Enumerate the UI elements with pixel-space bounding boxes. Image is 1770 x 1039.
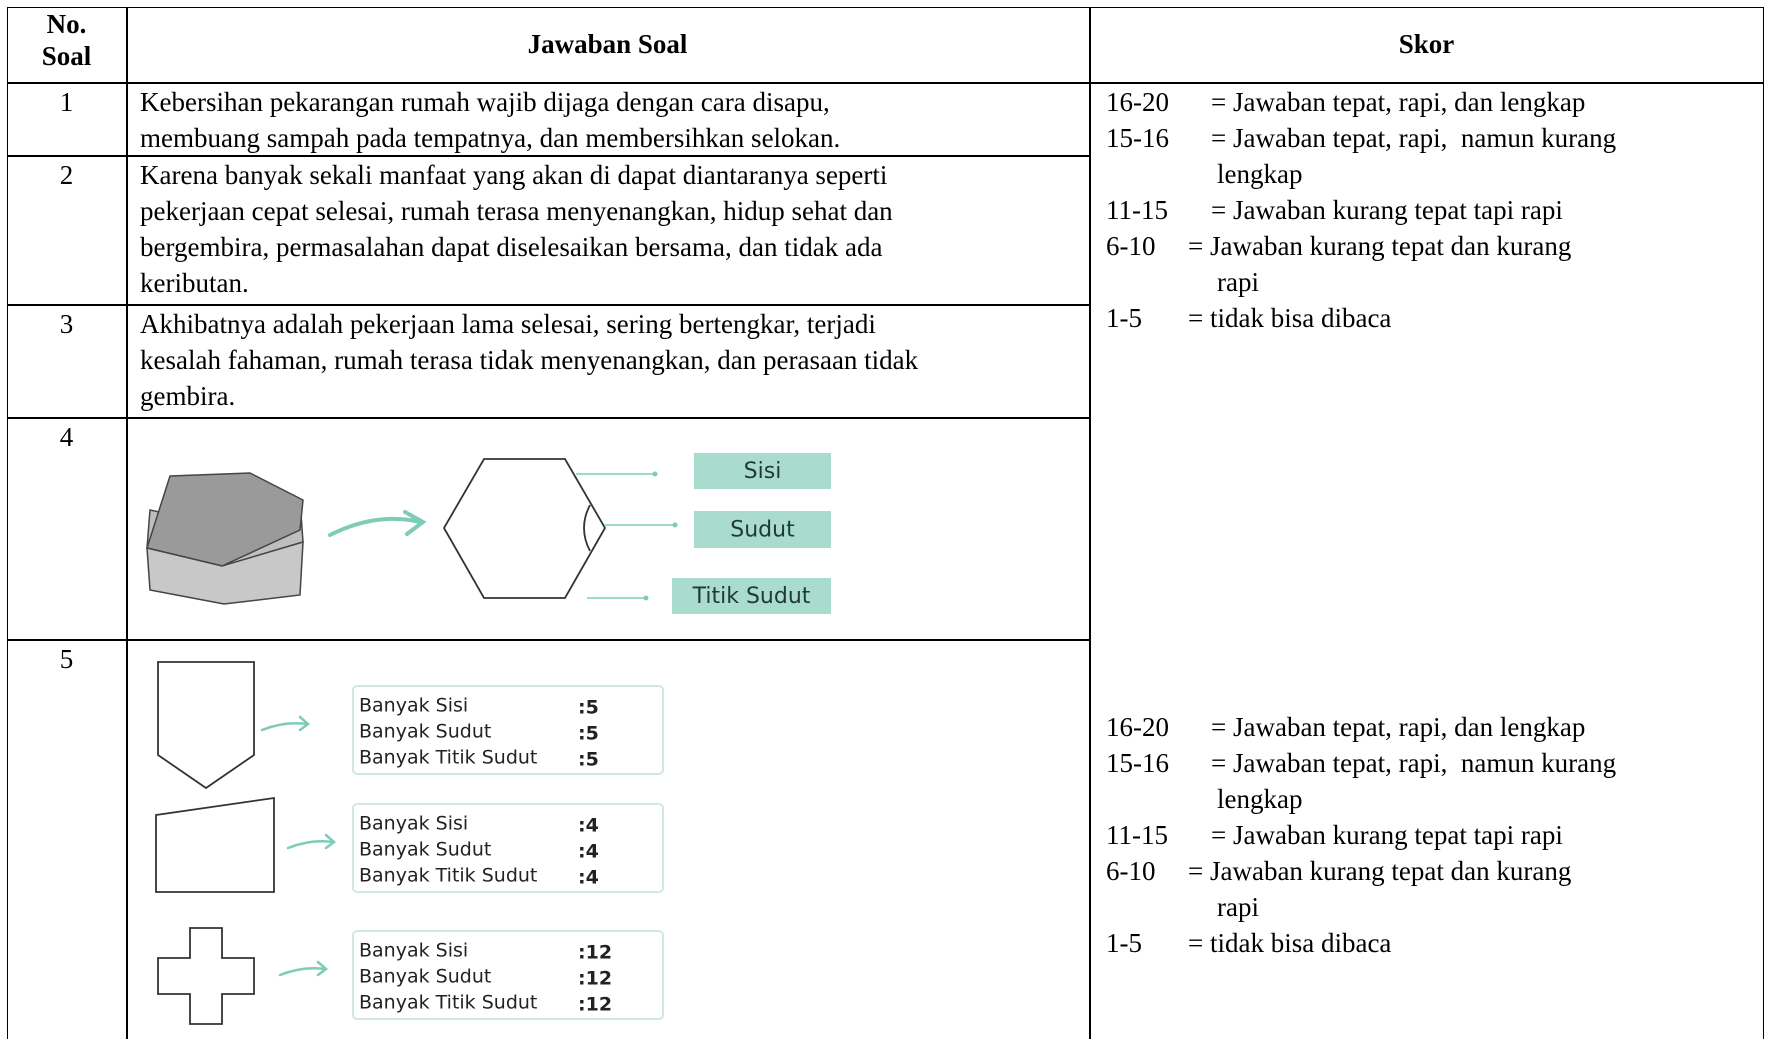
- quadrilateral: [155, 796, 275, 893]
- info-label: Banyak Sisi: [359, 695, 468, 717]
- answer-line: Kebersihan pekarangan rumah wajib dijaga…: [140, 87, 830, 117]
- score-range: 16-20: [1106, 87, 1169, 117]
- row-number: 2: [59, 160, 74, 190]
- score-text: = Jawaban kurang tepat dan kurang: [1188, 231, 1572, 261]
- label-text: Titik Sudut: [692, 584, 811, 609]
- info-value: :12: [578, 968, 612, 990]
- table-cell: [7, 82, 128, 157]
- leader-dot: [643, 595, 649, 601]
- info-value: :4: [578, 867, 599, 889]
- info-value: :12: [578, 994, 612, 1016]
- table-cell: [1089, 82, 1764, 1039]
- info-box: [352, 803, 664, 893]
- score-text: = Jawaban tepat, rapi, namun kurang: [1211, 123, 1617, 153]
- score-text: = Jawaban kurang tepat tapi rapi: [1211, 195, 1563, 225]
- arrow: [260, 715, 310, 732]
- header-text: No.: [46, 9, 87, 39]
- score-range: 11-15: [1106, 820, 1168, 850]
- table-cell: [7, 155, 128, 306]
- row-number: 3: [59, 309, 74, 339]
- info-value: :12: [578, 942, 612, 964]
- table-cell: [7, 417, 128, 641]
- table-cell: [7, 7, 128, 84]
- table-cell: [126, 82, 1091, 157]
- info-value: :4: [578, 815, 599, 837]
- arrow: [286, 833, 336, 850]
- table-cell: [126, 417, 1091, 641]
- answer-line: keributan.: [140, 268, 249, 298]
- header-text: Jawaban Soal: [527, 29, 688, 59]
- score-text: lengkap: [1217, 159, 1303, 189]
- arrow: [278, 960, 328, 977]
- answer-line: kesalah fahaman, rumah terasa tidak meny…: [140, 345, 919, 375]
- info-label: Banyak Sudut: [359, 839, 491, 861]
- score-text: rapi: [1217, 892, 1259, 922]
- info-value: :5: [578, 697, 599, 719]
- answer-line: pekerjaan cepat selesai, rumah terasa me…: [140, 196, 893, 226]
- label-box: [672, 578, 831, 614]
- answer-line: gembira.: [140, 381, 236, 411]
- score-text: = Jawaban kurang tepat dan kurang: [1188, 856, 1572, 886]
- info-value: :5: [578, 749, 599, 771]
- hexagon: [442, 458, 607, 599]
- score-text: = Jawaban kurang tepat tapi rapi: [1211, 820, 1563, 850]
- answer-line: Akhibatnya adalah pekerjaan lama selesai…: [140, 309, 876, 339]
- info-label: Banyak Sudut: [359, 721, 491, 743]
- header-text: Skor: [1398, 29, 1455, 59]
- score-text: = tidak bisa dibaca: [1188, 303, 1392, 333]
- score-text: = Jawaban tepat, rapi, dan lengkap: [1211, 712, 1586, 742]
- table-cell: [126, 7, 1091, 84]
- angle-arc: [583, 504, 591, 552]
- info-label: Banyak Sudut: [359, 966, 491, 988]
- table-cell: [126, 304, 1091, 419]
- info-label: Banyak Titik Sudut: [359, 992, 537, 1014]
- score-range: 1-5: [1106, 303, 1142, 333]
- score-range: 1-5: [1106, 928, 1142, 958]
- label-text: Sisi: [744, 459, 782, 484]
- score-range: 6-10: [1106, 231, 1156, 261]
- row-number: 5: [59, 644, 74, 674]
- info-box: [352, 685, 664, 775]
- score-text: = Jawaban tepat, rapi, dan lengkap: [1211, 87, 1586, 117]
- answer-line: membuang sampah pada tempatnya, dan memb…: [140, 123, 841, 153]
- pentagon: [157, 661, 255, 790]
- answer-line: Karena banyak sekali manfaat yang akan d…: [140, 160, 888, 190]
- leader-dot: [652, 471, 658, 477]
- score-range: 15-16: [1106, 123, 1169, 153]
- score-range: 15-16: [1106, 748, 1169, 778]
- info-value: :5: [578, 723, 599, 745]
- table-cell: [126, 639, 1091, 1039]
- arrow: [328, 510, 427, 537]
- table-cell: [1089, 7, 1764, 84]
- leader-dot: [672, 522, 678, 528]
- info-box: [352, 930, 664, 1020]
- label-text: Sudut: [730, 518, 795, 543]
- table-cell: [126, 155, 1091, 306]
- score-text: lengkap: [1217, 784, 1303, 814]
- score-text: = tidak bisa dibaca: [1188, 928, 1392, 958]
- label-box: [694, 453, 831, 489]
- label-box: [694, 511, 831, 548]
- table-cell: [7, 639, 128, 1039]
- row-number: 1: [59, 87, 74, 117]
- score-range: 6-10: [1106, 856, 1156, 886]
- score-range: 16-20: [1106, 712, 1169, 742]
- info-label: Banyak Titik Sudut: [359, 865, 537, 887]
- score-text: = Jawaban tepat, rapi, namun kurang: [1211, 748, 1617, 778]
- row-number: 4: [59, 422, 74, 452]
- score-range: 11-15: [1106, 195, 1168, 225]
- answer-line: bergembira, permasalahan dapat diselesai…: [140, 232, 883, 262]
- cross: [157, 927, 255, 1025]
- score-text: rapi: [1217, 267, 1259, 297]
- info-label: Banyak Titik Sudut: [359, 747, 537, 769]
- table-cell: [7, 304, 128, 419]
- info-label: Banyak Sisi: [359, 813, 468, 835]
- info-value: :4: [578, 841, 599, 863]
- info-label: Banyak Sisi: [359, 940, 468, 962]
- header-text: Soal: [41, 41, 92, 71]
- prism-face: [146, 540, 304, 605]
